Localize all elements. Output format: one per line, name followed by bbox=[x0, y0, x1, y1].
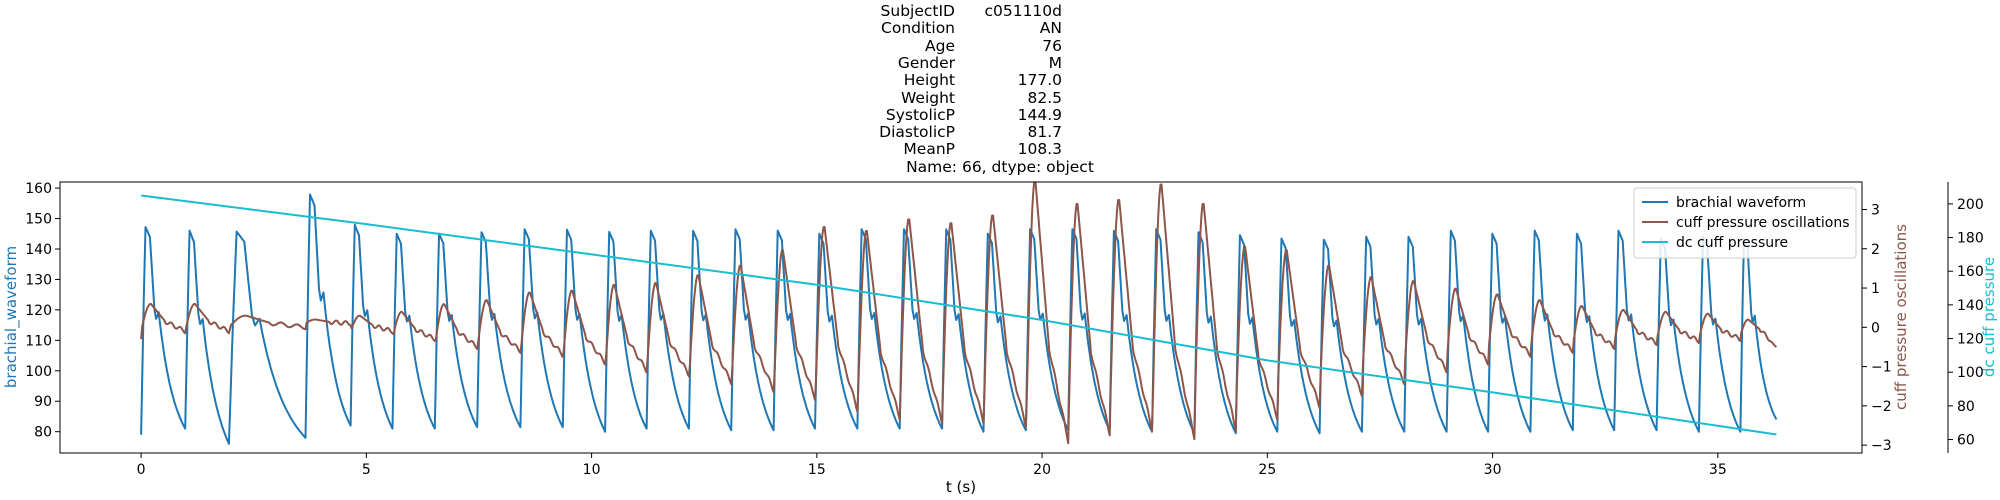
y-tick-label-dc: 160 bbox=[1957, 264, 1984, 280]
title-row-key: Condition bbox=[881, 19, 955, 38]
y-tick-label-dc: 80 bbox=[1957, 399, 1975, 415]
title-row-value: c051110d bbox=[984, 2, 1062, 20]
y-tick-label-cuff: −3 bbox=[1871, 438, 1892, 454]
y-tick-label-cuff: −1 bbox=[1871, 360, 1892, 376]
x-tick-label: 10 bbox=[583, 462, 601, 478]
y-tick-label-dc: 140 bbox=[1957, 298, 1984, 314]
y-tick-label-dc: 200 bbox=[1957, 197, 1984, 213]
title-row-key: SubjectID bbox=[880, 2, 955, 20]
plot-frame bbox=[59, 181, 1863, 454]
x-tick-label: 25 bbox=[1258, 462, 1276, 478]
title-row: Condition AN bbox=[0, 19, 2000, 38]
y-tick-label-cuff: 0 bbox=[1871, 320, 1880, 336]
title-row: MeanP 108.3 bbox=[0, 140, 2000, 159]
y-tick-label-brachial: 150 bbox=[25, 212, 52, 228]
y-tick-label-cuff: 3 bbox=[1871, 202, 1880, 218]
cuff-oscillations-line bbox=[140, 182, 1778, 445]
legend-box bbox=[1633, 187, 1857, 259]
title-row-key: MeanP bbox=[903, 140, 955, 159]
title-row-value: 76 bbox=[1042, 36, 1062, 55]
title-row: Height 177.0 bbox=[0, 71, 2000, 90]
x-tick-label: 15 bbox=[808, 462, 826, 478]
y-tick-label-dc: 180 bbox=[1957, 231, 1984, 247]
title-row-key: Weight bbox=[900, 88, 955, 107]
title-row-value: 144.9 bbox=[1017, 105, 1062, 124]
x-tick-label: 5 bbox=[362, 462, 371, 478]
title-row-value: 82.5 bbox=[1027, 88, 1062, 107]
legend-label: dc cuff pressure bbox=[1676, 235, 1788, 251]
title-row: SystolicP 144.9 bbox=[0, 105, 2000, 124]
y-axis-dc-cuff-pressure: 60 80 100 120 140 160 180 200 bbox=[1947, 182, 1984, 453]
y-axis-cuff-oscillations: −3 −2 −1 0 1 2 3 bbox=[1862, 202, 1892, 454]
title-row-value: AN bbox=[1039, 19, 1062, 38]
title-row-key: SystolicP bbox=[885, 105, 955, 124]
title-row-key: DiastolicP bbox=[879, 123, 955, 142]
y-axis-label-dc: dc cuff pressure bbox=[1980, 257, 1998, 377]
y-tick-label-brachial: 130 bbox=[25, 272, 52, 288]
y-tick-label-brachial: 80 bbox=[34, 425, 52, 441]
y-tick-label-dc: 100 bbox=[1957, 365, 1984, 381]
x-tick-label: 35 bbox=[1709, 462, 1727, 478]
y-axis-label-cuff: cuff pressure oscillations bbox=[1892, 224, 1910, 410]
title-row-key: Age bbox=[925, 36, 955, 55]
title-row: DiastolicP 81.7 bbox=[0, 123, 2000, 142]
title-row-value: 108.3 bbox=[1017, 140, 1062, 159]
title-row-value: 81.7 bbox=[1027, 123, 1062, 142]
x-tick-label: 30 bbox=[1484, 462, 1502, 478]
title-row: Gender M bbox=[0, 53, 2000, 72]
x-axis: 0 5 10 15 20 25 30 35 bbox=[137, 453, 1727, 478]
title-footer: Name: 66, dtype: object bbox=[906, 157, 1094, 176]
title-row-key: Height bbox=[903, 71, 955, 90]
y-axis-label-brachial: brachial_waveform bbox=[2, 246, 21, 388]
title-row-value: 177.0 bbox=[1017, 71, 1062, 90]
title-row: Age 76 bbox=[0, 36, 2000, 55]
y-tick-label-brachial: 110 bbox=[25, 333, 52, 349]
title-row: SubjectID c051110d bbox=[0, 2, 2000, 20]
title-row: Weight 82.5 bbox=[0, 88, 2000, 107]
dc-cuff-pressure-line bbox=[140, 194, 1777, 436]
legend-label: cuff pressure oscillations bbox=[1676, 215, 1850, 231]
y-tick-label-brachial: 140 bbox=[25, 242, 52, 258]
x-tick-label: 0 bbox=[137, 462, 146, 478]
chart-title: SubjectID c051110d Condition AN Age 76 Gender M… bbox=[0, 2, 2000, 176]
y-tick-label-cuff: 2 bbox=[1871, 242, 1880, 258]
y-tick-label-cuff: 1 bbox=[1871, 281, 1880, 297]
y-tick-label-dc: 120 bbox=[1957, 332, 1984, 348]
y-tick-label-brachial: 90 bbox=[34, 394, 52, 410]
y-tick-label-brachial: 160 bbox=[25, 181, 52, 197]
title-row-key: Gender bbox=[897, 53, 955, 72]
x-tick-label: 20 bbox=[1033, 462, 1051, 478]
y-tick-label-cuff: −2 bbox=[1871, 399, 1892, 415]
y-axis-brachial: 80 90 100 110 120 130 140 150 160 bbox=[25, 181, 60, 441]
title-row-value: M bbox=[1048, 53, 1062, 72]
y-tick-label-dc: 60 bbox=[1957, 433, 1975, 449]
legend-label: brachial waveform bbox=[1676, 195, 1806, 211]
y-tick-label-brachial: 100 bbox=[25, 364, 52, 380]
legend: brachial waveform cuff pressure oscillati… bbox=[1633, 187, 1857, 259]
y-tick-label-brachial: 120 bbox=[25, 303, 52, 319]
brachial-waveform-line bbox=[140, 193, 1778, 445]
x-axis-label: t (s) bbox=[946, 478, 976, 496]
